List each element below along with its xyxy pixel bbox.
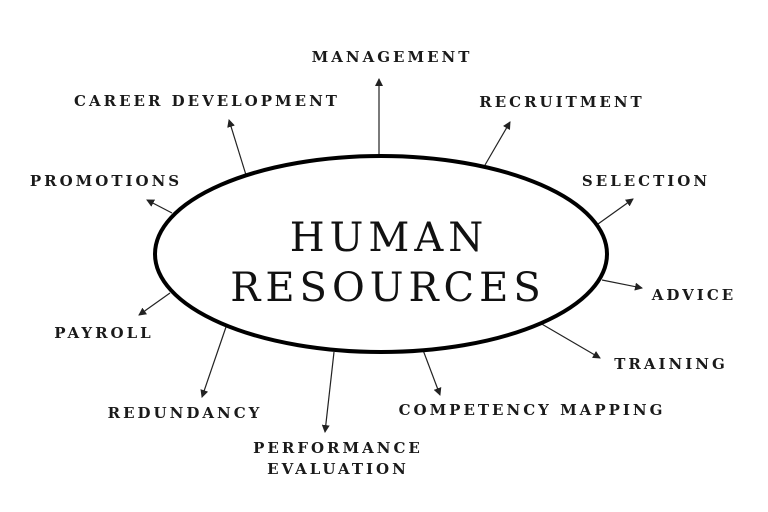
arrow-redundancy <box>200 326 227 398</box>
center-title-line1: HUMAN <box>290 215 488 261</box>
arrow-career-development <box>227 119 247 176</box>
arrow-competency-mapping <box>422 349 442 396</box>
arrow-payroll <box>138 292 171 316</box>
arrow-recruitment <box>484 121 511 166</box>
label-evaluation: EVALUATION <box>267 460 409 478</box>
label-training: TRAINING <box>614 355 728 373</box>
label-performance: PERFORMANCE <box>253 439 423 457</box>
arrow-advice <box>601 279 643 291</box>
label-payroll: PAYROLL <box>54 324 153 342</box>
arrow-performance-evaluation <box>321 351 335 433</box>
arrow-promotions <box>146 199 173 214</box>
label-management: MANAGEMENT <box>312 48 473 66</box>
label-recruitment: RECRUITMENT <box>479 93 644 111</box>
center-ellipse <box>153 154 609 354</box>
label-career-development: CAREER DEVELOPMENT <box>74 92 340 110</box>
arrows <box>138 78 643 433</box>
label-advice: ADVICE <box>651 286 736 304</box>
arrow-training <box>539 322 601 359</box>
arrow-selection <box>597 198 634 225</box>
label-competency-mapping: COMPETENCY MAPPING <box>399 401 666 419</box>
label-promotions: PROMOTIONS <box>30 172 182 190</box>
label-redundancy: REDUNDANCY <box>108 404 263 422</box>
label-selection: SELECTION <box>582 172 710 190</box>
center-title-line2: RESOURCES <box>230 265 546 311</box>
